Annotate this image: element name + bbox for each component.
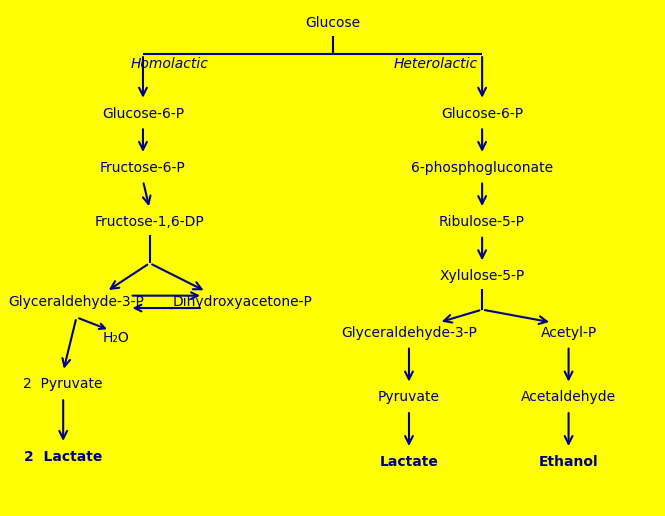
Text: 6-phosphogluconate: 6-phosphogluconate: [411, 160, 553, 175]
Text: Glucose-6-P: Glucose-6-P: [102, 106, 184, 121]
Text: 2  Pyruvate: 2 Pyruvate: [23, 377, 103, 392]
Text: Ethanol: Ethanol: [539, 455, 599, 469]
Text: Homolactic: Homolactic: [130, 57, 209, 72]
Text: Lactate: Lactate: [380, 455, 438, 469]
Text: Dihydroxyacetone-P: Dihydroxyacetone-P: [173, 295, 313, 309]
Text: Glucose: Glucose: [305, 16, 360, 30]
Text: Heterolactic: Heterolactic: [394, 57, 477, 72]
Text: Glyceraldehyde-3-P: Glyceraldehyde-3-P: [341, 326, 477, 340]
Text: Glyceraldehyde-3-P: Glyceraldehyde-3-P: [9, 295, 144, 309]
Text: 2  Lactate: 2 Lactate: [24, 449, 102, 464]
Text: Fructose-1,6-DP: Fructose-1,6-DP: [94, 215, 205, 229]
Text: Fructose-6-P: Fructose-6-P: [100, 160, 186, 175]
Text: Xylulose-5-P: Xylulose-5-P: [440, 269, 525, 283]
Text: H₂O: H₂O: [103, 331, 130, 345]
Text: Acetyl-P: Acetyl-P: [541, 326, 597, 340]
Text: Glucose-6-P: Glucose-6-P: [441, 106, 523, 121]
Text: Pyruvate: Pyruvate: [378, 390, 440, 405]
Text: Ribulose-5-P: Ribulose-5-P: [439, 215, 525, 229]
Text: Acetaldehyde: Acetaldehyde: [521, 390, 616, 405]
